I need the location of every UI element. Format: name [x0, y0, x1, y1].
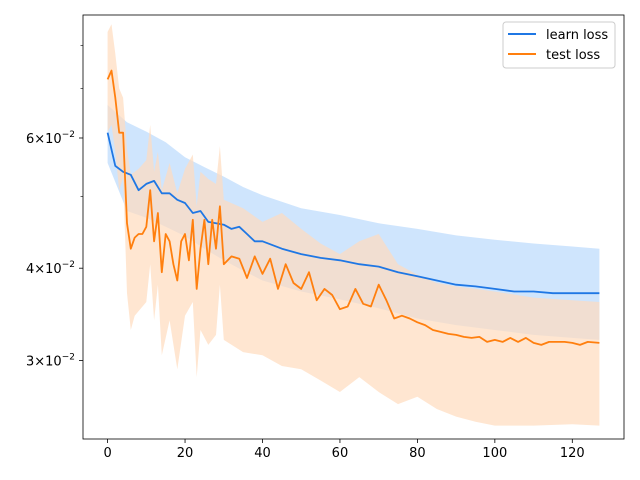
y-tick-label: 6×10−2 [26, 130, 75, 147]
x-tick-label: 20 [177, 446, 194, 461]
test-loss-band [107, 24, 600, 426]
plot-frame [82, 14, 625, 440]
y-axis-ticks: 3×10−2 4×10−2 6×10−2 [26, 45, 83, 370]
legend: learn loss test loss [502, 21, 616, 69]
x-tick-label: 0 [103, 446, 111, 461]
x-tick-label: 120 [560, 446, 585, 461]
x-tick-label: 40 [254, 446, 271, 461]
x-tick-label: 60 [332, 446, 349, 461]
series-lines [106, 69, 600, 346]
learn-loss-line [106, 132, 600, 295]
legend-label-learn: learn loss [546, 28, 608, 43]
learn-loss-band [107, 105, 600, 340]
x-tick-label: 80 [409, 446, 426, 461]
confidence-bands [107, 24, 600, 426]
y-tick-label: 4×10−2 [26, 260, 75, 277]
x-axis-ticks: 0 20 40 60 80 100 120 [103, 439, 585, 461]
test-loss-line [106, 69, 600, 346]
x-tick-label: 100 [482, 446, 507, 461]
y-tick-label: 3×10−2 [26, 353, 75, 370]
legend-label-test: test loss [546, 48, 600, 63]
